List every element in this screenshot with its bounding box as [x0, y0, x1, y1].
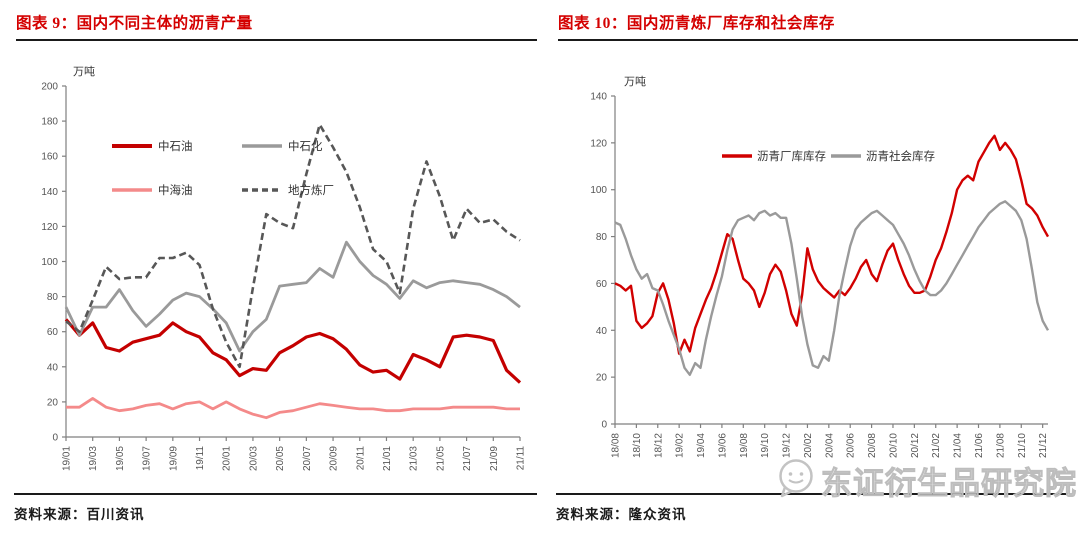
figure9-chart: 万吨 0 20 40 60 80 100 120 140 160 180 200 19/01 19/03 1… [41, 65, 527, 471]
figure10-chart: 万吨 0 20 40 60 80 100 120 140 18/08 18/10 18/12 19/02… [590, 75, 1050, 458]
x-tick-label: 19/08 [739, 433, 750, 458]
x-tick-label: 20/04 [824, 433, 835, 458]
x-tick-label: 20/06 [846, 433, 857, 458]
x-tick-label: 21/07 [462, 446, 473, 471]
x-tick-label: 21/05 [435, 446, 446, 471]
y-tick-label: 140 [41, 187, 58, 198]
x-tick-label: 19/07 [142, 446, 153, 471]
y-tick-label: 60 [47, 327, 59, 338]
x-tick-label: 21/06 [974, 433, 985, 458]
y-tick-label: 80 [596, 232, 608, 243]
x-tick-label: 21/01 [382, 446, 393, 471]
x-tick-label: 21/04 [953, 433, 964, 458]
y-tick-label: 40 [596, 326, 608, 337]
x-tick-label: 19/09 [168, 446, 179, 471]
figure9-source: 资料来源：百川资讯 [14, 493, 537, 523]
x-tick-label: 19/12 [782, 433, 793, 458]
y-tick-label: 100 [41, 257, 58, 268]
x-tick-label: 20/02 [803, 433, 814, 458]
y-tick-label: 80 [47, 292, 59, 303]
x-tick-label: 19/03 [88, 446, 99, 471]
series-line-中石油 [64, 318, 522, 384]
unit-label: 万吨 [73, 65, 95, 78]
unit-label: 万吨 [624, 75, 646, 88]
x-tick-label: 19/10 [760, 433, 771, 458]
y-tick-label: 160 [41, 152, 58, 163]
y-tick-label: 100 [590, 185, 607, 196]
x-tick-label: 21/11 [516, 446, 527, 471]
y-tick-label: 120 [590, 138, 607, 149]
y-tick-label: 120 [41, 222, 58, 233]
x-tick-label: 19/02 [675, 433, 686, 458]
legend-label-中石化: 中石化 [288, 139, 323, 153]
y-tick-label: 200 [41, 82, 58, 93]
series-line-沥青厂库库存 [614, 134, 1050, 355]
series-line-中海油 [66, 396, 520, 420]
legend-label-地方炼厂: 地方炼厂 [288, 183, 334, 197]
legend-label-沥青社会库存: 沥青社会库存 [866, 149, 935, 163]
x-tick-label: 19/04 [696, 433, 707, 458]
series-line-地方炼厂 [65, 123, 521, 369]
x-tick-label: 21/09 [489, 446, 500, 471]
y-tick-label: 20 [47, 397, 59, 408]
x-tick-label: 21/12 [1038, 433, 1049, 458]
x-tick-label: 19/11 [195, 446, 206, 471]
x-tick-label: 20/03 [248, 446, 259, 471]
x-tick-label: 18/08 [611, 433, 622, 458]
legend-label-沥青厂库库存: 沥青厂库库存 [757, 149, 826, 163]
figure10-source: 资料来源：隆众资讯 [556, 493, 1068, 523]
x-tick-label: 21/03 [409, 446, 420, 471]
x-tick-label: 19/05 [115, 446, 126, 471]
series-line-沥青社会库存 [614, 200, 1050, 376]
x-tick-label: 20/01 [222, 446, 233, 471]
y-tick-label: 180 [41, 117, 58, 128]
y-tick-label: 60 [596, 279, 608, 290]
x-tick-label: 20/08 [867, 433, 878, 458]
x-tick-label: 19/01 [62, 446, 73, 471]
y-tick-label: 0 [601, 420, 607, 431]
x-tick-label: 20/05 [275, 446, 286, 471]
x-tick-label: 20/07 [302, 446, 313, 471]
x-tick-label: 20/12 [910, 433, 921, 458]
y-tick-label: 20 [596, 373, 608, 384]
x-tick-label: 18/10 [632, 433, 643, 458]
x-tick-label: 19/06 [717, 433, 728, 458]
x-tick-label: 21/10 [1017, 433, 1028, 458]
legend-label-中海油: 中海油 [158, 183, 193, 197]
series-line-中石化 [64, 240, 521, 353]
x-tick-label: 20/09 [329, 446, 340, 471]
y-tick-label: 40 [47, 362, 59, 373]
x-tick-label: 21/02 [931, 433, 942, 458]
x-tick-label: 18/12 [653, 433, 664, 458]
figure9-title: 图表 9：国内不同主体的沥青产量 [16, 11, 537, 41]
legend-label-中石油: 中石油 [158, 139, 193, 153]
x-tick-label: 21/08 [995, 433, 1006, 458]
figure10-title: 图表 10：国内沥青炼厂库存和社会库存 [558, 11, 1078, 41]
x-tick-label: 20/10 [888, 433, 899, 458]
y-tick-label: 0 [52, 433, 58, 444]
y-tick-label: 140 [590, 92, 607, 103]
x-tick-label: 20/11 [355, 446, 366, 471]
